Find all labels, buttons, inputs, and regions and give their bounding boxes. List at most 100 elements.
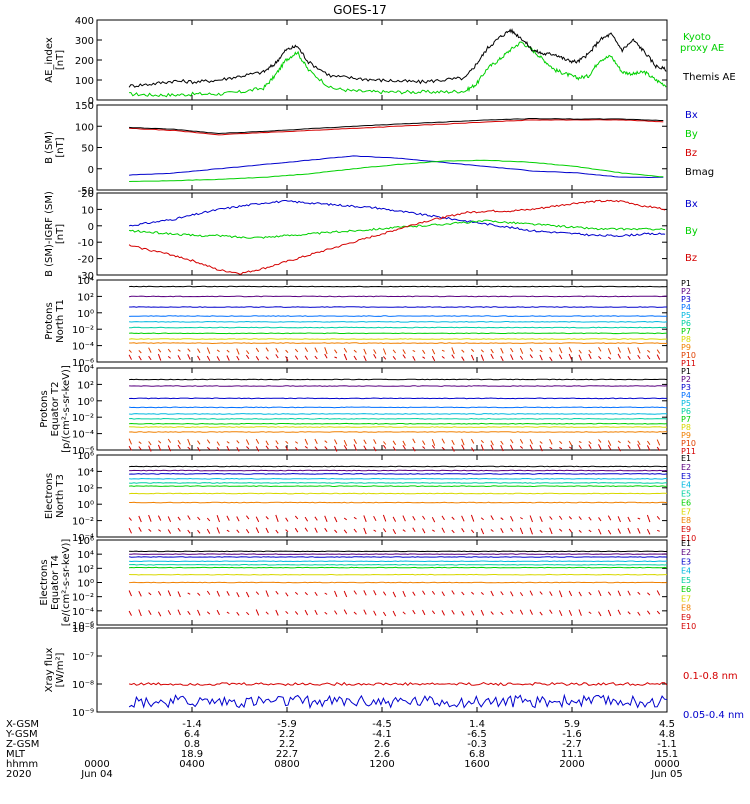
legend-p4: P4	[681, 303, 691, 312]
series-line-p11	[129, 354, 667, 361]
footer-value-hhmm: 1200	[369, 759, 394, 770]
y-axis-label: [nT]	[55, 224, 66, 244]
legend-p10: P10	[681, 439, 696, 448]
series-line-p3	[129, 397, 667, 400]
series-line-e7	[129, 492, 668, 495]
footer-value-ygsm: 2.2	[279, 729, 295, 740]
legend-proxy-ae: proxy AE	[680, 43, 724, 54]
legend-p9: P9	[681, 431, 691, 440]
legend-e6: E6	[681, 498, 691, 507]
y-axis-label: B (SM)	[44, 131, 55, 164]
footer-value-ygsm: -4.1	[372, 729, 392, 740]
y-axis-label: Equator T4	[50, 555, 61, 610]
footer-value-hhmm: 0400	[179, 759, 204, 770]
series-line-p9	[129, 431, 668, 433]
legend-e8: E8	[681, 604, 691, 613]
series-line-e6	[129, 566, 668, 569]
y-axis-label: Protons	[39, 390, 50, 427]
footer-value-mlt: 18.9	[181, 749, 203, 760]
y-tick-label: -10	[78, 238, 94, 249]
legend-bx: Bx	[685, 110, 698, 121]
footer-value-mlt: 6.8	[469, 749, 485, 760]
legend-p8: P8	[681, 423, 691, 432]
legend-p7: P7	[681, 327, 691, 336]
legend-p11: P11	[681, 359, 696, 368]
y-tick-label: 20	[81, 189, 94, 200]
y-axis-label: [e/(cm²-s-sr-keV)]	[61, 539, 72, 627]
legend-p8: P8	[681, 335, 691, 344]
legend-p1: P1	[681, 279, 691, 288]
series-line-p4	[129, 406, 668, 409]
legend-p3: P3	[681, 295, 691, 304]
footer-value-mlt: 2.6	[374, 749, 390, 760]
y-axis-label: Electrons	[39, 559, 50, 605]
legend-by: By	[685, 226, 698, 237]
series-line-by	[128, 219, 666, 239]
y-tick-label: 10⁴	[77, 550, 94, 561]
series-line-bx	[129, 155, 664, 179]
series-line-e5	[129, 482, 668, 484]
y-axis-label: [W/m²]	[55, 652, 66, 687]
y-axis-label: [p/(cm²-s-sr-keV)]	[61, 365, 72, 453]
legend-p2: P2	[681, 375, 691, 384]
legend-e9: E9	[681, 613, 691, 622]
panel-frame	[96, 19, 668, 101]
y-tick-label: 10⁻⁹	[72, 708, 94, 719]
footer-value-zgsm: -1.1	[657, 739, 677, 750]
y-tick-label: 10	[81, 205, 94, 216]
legend-e2: E2	[681, 463, 691, 472]
y-axis-label: [nT]	[55, 50, 66, 70]
y-tick-label: 10⁻⁴	[72, 430, 94, 441]
y-tick-label: 10²	[77, 380, 94, 391]
y-tick-label: 10²	[77, 484, 94, 495]
panel-frame	[96, 454, 668, 538]
legend-by: By	[685, 129, 698, 140]
y-axis-label: AE_index	[44, 37, 55, 83]
series-line-e2	[129, 469, 668, 472]
panel-bsm: 150 100 50 0 -50 B (SM) [nT] Bx By Bz Bmag	[44, 101, 714, 197]
series-line-e3	[129, 556, 668, 558]
legend-e5: E5	[681, 576, 691, 585]
legend-kyoto: Kyoto	[683, 32, 711, 43]
footer-value-ygsm: -6.5	[467, 729, 487, 740]
panel-xray: 10⁻⁸ 10⁻⁷ 10⁻⁸ 10⁻⁹ Xray flux [W/m²] 0.1-0.8 n…	[44, 624, 744, 721]
y-axis-label: [nT]	[55, 137, 66, 157]
series-line-e2	[129, 553, 668, 555]
series-line-e4	[129, 477, 668, 480]
legend-e7: E7	[681, 594, 691, 603]
legend-e4: E4	[681, 567, 691, 576]
y-tick-label: 10²	[77, 292, 94, 303]
series-line-p10	[129, 347, 667, 354]
panel-frame	[96, 279, 668, 363]
y-axis-label: North T1	[55, 299, 66, 343]
y-tick-label: 10⁴	[77, 467, 94, 478]
series-line-e5	[129, 563, 668, 566]
series-line-p6	[129, 417, 668, 420]
y-tick-label: 10⁰	[77, 500, 94, 511]
panel-protons-t1: 10⁴ 10² 10⁰ 10⁻² 10⁻⁴ 10⁻⁶ Protons North T1 P1P2…	[44, 276, 696, 369]
footer-value-xgsm: 1.4	[469, 719, 485, 730]
y-tick-label: 10⁻⁶	[72, 621, 94, 632]
series-line-e9	[129, 515, 667, 522]
legend-p11: P11	[681, 447, 696, 456]
y-tick-label: -20	[78, 255, 94, 266]
y-axis-label: Xray flux	[44, 648, 55, 693]
y-tick-label: 400	[75, 16, 94, 27]
footer-value-xgsm: -4.5	[372, 719, 392, 730]
series-line-kyoto-proxy-ae	[129, 41, 667, 98]
footer-row-label-xgsm: X-GSM	[6, 719, 39, 730]
series-line-by	[129, 159, 664, 182]
y-tick-label: 10⁻⁸	[72, 680, 94, 691]
y-tick-label: 10⁰	[77, 309, 94, 320]
series-line-bz	[129, 119, 664, 136]
y-axis-label: Electrons	[44, 473, 55, 519]
footer-value-xgsm: 4.5	[659, 719, 675, 730]
legend-p9: P9	[681, 343, 691, 352]
footer-value-xgsm: -5.9	[277, 719, 297, 730]
series-line-e1	[129, 550, 667, 553]
footer-row-label-hhmm: hhmm	[6, 759, 38, 770]
footer-value-date: Jun 05	[650, 769, 683, 780]
legend-p5: P5	[681, 399, 691, 408]
